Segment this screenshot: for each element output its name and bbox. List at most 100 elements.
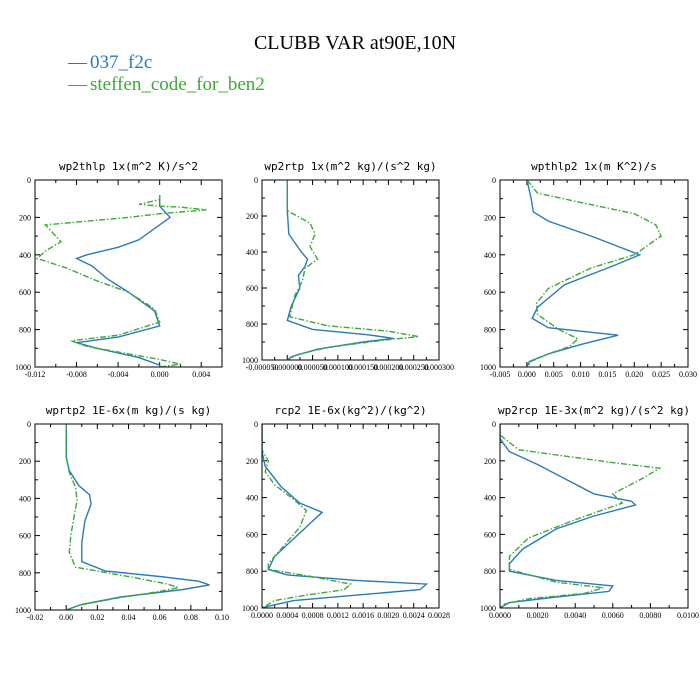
series-line-1 (65, 424, 210, 610)
y-tick-label: 800 (246, 567, 258, 576)
y-tick-label: 400 (19, 251, 31, 260)
y-tick-label: 600 (246, 530, 258, 539)
panels: wp2thlp 1x(m^2 K)/s^202004006008001000-0… (15, 160, 699, 622)
panel-title: wp2rcp 1E-3x(m^2 kg)/(s^2 kg) (498, 404, 690, 417)
x-tick-label: 0.000000 (272, 363, 302, 372)
series-line-2 (262, 424, 353, 608)
y-tick-label: 400 (246, 248, 258, 257)
y-tick-label: 200 (484, 457, 496, 466)
y-tick-label: 0 (492, 176, 496, 185)
x-tick-label: 0.0040 (564, 611, 586, 620)
x-tick-label: 0.0024 (403, 611, 425, 620)
x-tick-label: 0.010 (572, 370, 590, 379)
y-tick-label: 400 (19, 494, 31, 503)
x-tick-label: -0.005 (490, 370, 511, 379)
legend-label-2: steffen_code_for_ben2 (90, 74, 265, 95)
x-tick-label: 0.000250 (399, 363, 429, 372)
y-tick-label: 1000 (242, 604, 258, 613)
y-tick-label: 800 (246, 320, 258, 329)
x-tick-label: 0.000300 (424, 363, 454, 372)
series-line-2 (526, 180, 662, 367)
x-tick-label: 0.0028 (428, 611, 450, 620)
panel-title: wp2rtp 1x(m^2 kg)/(s^2 kg) (264, 160, 436, 173)
x-tick-label: 0.000 (151, 370, 169, 379)
x-tick-label: 0.0100 (677, 611, 699, 620)
y-tick-label: 200 (19, 213, 31, 222)
y-tick-label: 0 (492, 420, 496, 429)
x-tick-label: 0.0020 (527, 611, 549, 620)
figure-title: CLUBB VAR at90E,10N (254, 32, 456, 54)
legend-symbol-2: — (67, 74, 88, 95)
y-tick-label: 1000 (15, 363, 31, 372)
x-tick-label: 0.000100 (323, 363, 353, 372)
legend: — 037_f2c — steffen_code_for_ben2 (67, 52, 265, 95)
y-tick-label: 600 (19, 288, 31, 297)
series-line-1 (500, 424, 637, 608)
panel-5: rcp2 1E-6x(kg^2)/(kg^2) 0 200 400 600 800 1000… (242, 404, 450, 620)
series-line-2 (65, 424, 182, 610)
legend-symbol-1: — (67, 52, 88, 73)
panel-6: wp2rcp 1E-3x(m^2 kg)/(s^2 kg)0 200 400 600 8… (480, 404, 699, 620)
y-tick-label: 1000 (480, 363, 496, 372)
x-tick-label: 0.004 (192, 370, 210, 379)
panel-2: wp2rtp 1x(m^2 kg)/(s^2 kg) 0 200 400 600 800 1… (242, 160, 454, 372)
series-line-2 (500, 424, 662, 608)
x-tick-label: -0.02 (27, 613, 44, 622)
plot-frame (261, 423, 440, 609)
y-tick-label: 800 (484, 326, 496, 335)
y-tick-label: 400 (246, 494, 258, 503)
plot-frame (261, 179, 440, 361)
x-tick-label: 0.030 (679, 370, 697, 379)
x-tick-label: 0.025 (652, 370, 670, 379)
x-tick-label: 0.0004 (276, 611, 298, 620)
x-tick-label: -0.008 (66, 370, 87, 379)
y-tick-label: 1000 (15, 606, 31, 615)
panel-title: rcp2 1E-6x(kg^2)/(kg^2) (274, 404, 426, 417)
x-tick-label: -0.004 (108, 370, 129, 379)
plot-frame (34, 423, 223, 611)
series-line-1 (526, 180, 642, 367)
series-line-2 (35, 195, 207, 367)
panel-title: wp2thlp 1x(m^2 K)/s^2 (59, 160, 198, 173)
x-tick-label: 0.000150 (348, 363, 378, 372)
y-tick-label: 600 (484, 530, 496, 539)
x-tick-label: 0.000050 (298, 363, 328, 372)
y-tick-label: 1000 (242, 356, 258, 365)
y-tick-label: 600 (484, 288, 496, 297)
x-tick-label: 0.0000 (251, 611, 273, 620)
x-tick-label: 0.04 (122, 613, 136, 622)
x-tick-label: 0.0080 (639, 611, 661, 620)
panel-3: wpthlp2 1x(m K^2)/s 0 200 400 600 800 1000-0.0… (480, 160, 697, 379)
y-tick-label: 0 (254, 176, 258, 185)
x-tick-label: 0.020 (625, 370, 643, 379)
y-tick-label: 0 (254, 420, 258, 429)
x-tick-label: 0.0020 (377, 611, 399, 620)
y-tick-label: 0 (27, 420, 31, 429)
y-tick-label: 0 (27, 176, 31, 185)
y-tick-label: 800 (484, 567, 496, 576)
panel-4: wprtp2 1E-6x(m kg)/(s kg) 0 200 400 600 800 10… (15, 404, 229, 622)
x-tick-label: 0.0060 (602, 611, 624, 620)
legend-item-2: — steffen_code_for_ben2 (67, 74, 265, 95)
x-tick-label: 0.0012 (327, 611, 349, 620)
x-tick-label: 0.02 (90, 613, 104, 622)
y-tick-label: 800 (19, 326, 31, 335)
y-tick-label: 400 (484, 494, 496, 503)
y-tick-label: 1000 (480, 604, 496, 613)
y-tick-label: 600 (19, 532, 31, 541)
x-tick-label: 0.0008 (302, 611, 324, 620)
y-tick-label: 200 (484, 213, 496, 222)
x-tick-label: -0.000050 (246, 363, 279, 372)
plot-frame (34, 179, 223, 368)
y-tick-label: 200 (246, 457, 258, 466)
legend-item-1: — 037_f2c (67, 52, 152, 73)
x-tick-label: 0.08 (184, 613, 198, 622)
panel-title: wpthlp2 1x(m K^2)/s (531, 160, 657, 173)
plot-frame (499, 423, 689, 609)
x-tick-label: 0.10 (215, 613, 229, 622)
y-tick-label: 600 (246, 284, 258, 293)
x-tick-label: 0.00 (59, 613, 73, 622)
plot-frame (499, 179, 689, 368)
legend-label-1: 037_f2c (90, 52, 152, 73)
